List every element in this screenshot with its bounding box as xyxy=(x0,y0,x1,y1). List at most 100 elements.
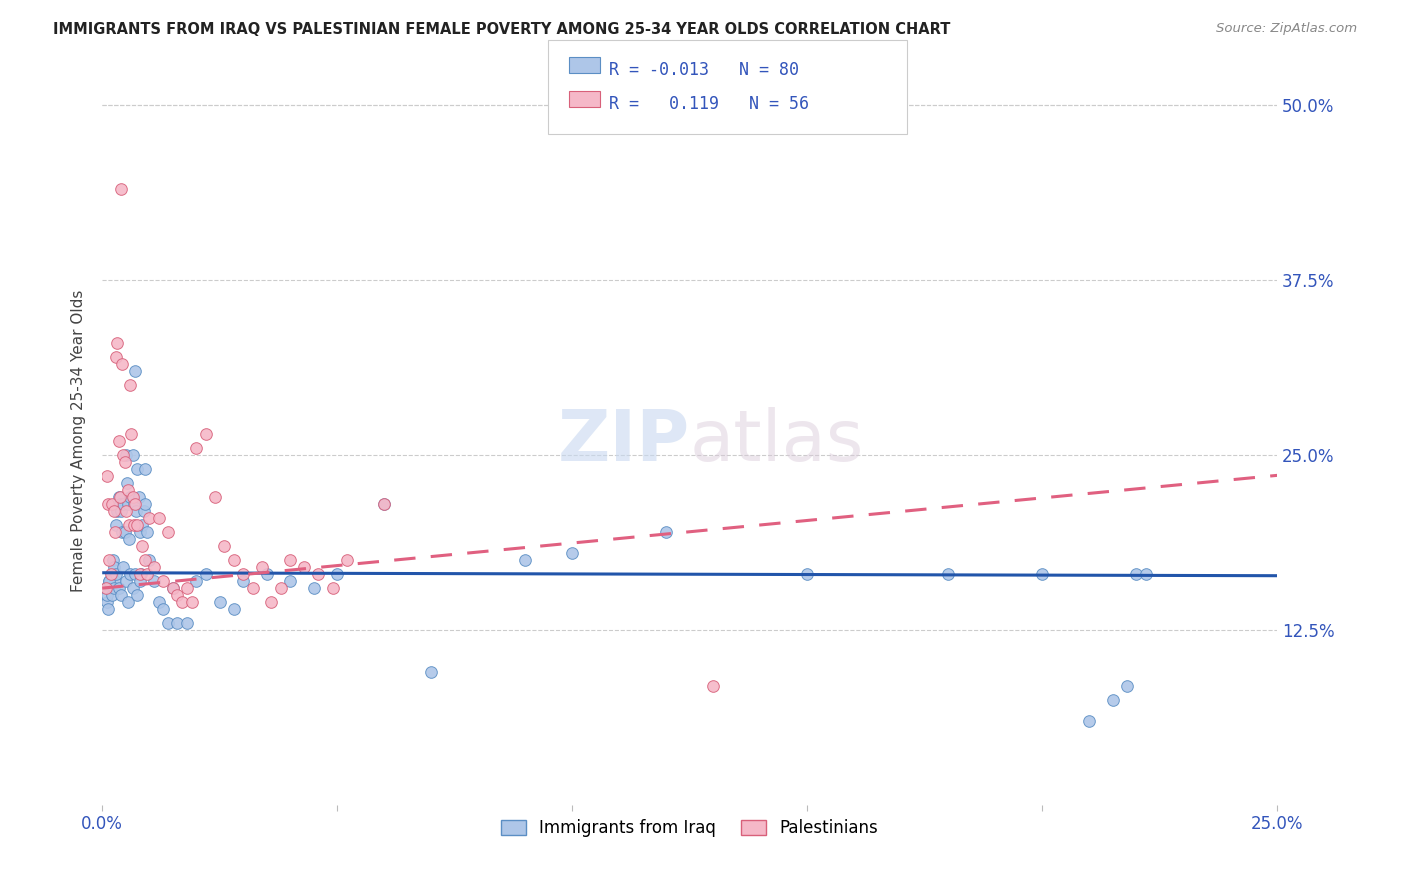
Point xyxy=(194,567,217,582)
Point xyxy=(166,616,188,631)
Text: ZIP: ZIP xyxy=(558,407,690,475)
Point xyxy=(100,567,122,582)
Point xyxy=(186,574,208,589)
Point xyxy=(117,497,139,511)
Point xyxy=(122,497,145,511)
Text: atlas: atlas xyxy=(690,407,865,475)
Point xyxy=(134,462,156,476)
Point xyxy=(118,532,141,546)
Point xyxy=(152,574,174,589)
Point xyxy=(96,469,118,483)
Point xyxy=(148,595,170,609)
Point xyxy=(1135,567,1157,582)
Point xyxy=(124,567,146,582)
Point xyxy=(127,462,149,476)
Point xyxy=(111,525,134,540)
Point xyxy=(127,588,149,602)
Point xyxy=(110,504,132,518)
Point xyxy=(242,581,264,595)
Point xyxy=(103,504,125,518)
Point xyxy=(94,581,117,595)
Point xyxy=(162,581,184,595)
Point xyxy=(156,525,179,540)
Point xyxy=(112,560,135,574)
Point xyxy=(105,351,128,365)
Point xyxy=(103,560,125,574)
Point xyxy=(121,581,143,595)
Point xyxy=(103,581,125,595)
Point xyxy=(108,490,131,504)
Point xyxy=(307,567,329,582)
Point xyxy=(112,497,135,511)
Point xyxy=(125,504,148,518)
Point xyxy=(117,595,139,609)
Point xyxy=(120,427,142,442)
Point xyxy=(121,448,143,462)
Point xyxy=(118,518,141,533)
Point xyxy=(120,378,142,392)
Point xyxy=(131,518,153,533)
Point xyxy=(100,588,122,602)
Point xyxy=(96,588,118,602)
Point xyxy=(222,553,245,567)
Point xyxy=(1115,679,1137,693)
Point xyxy=(107,581,129,595)
Point xyxy=(114,574,136,589)
Point xyxy=(127,518,149,533)
Point xyxy=(270,581,292,595)
Point xyxy=(138,511,160,525)
Point xyxy=(100,567,122,582)
Point xyxy=(134,553,156,567)
Point xyxy=(796,567,818,582)
Point xyxy=(1031,567,1053,582)
Text: Source: ZipAtlas.com: Source: ZipAtlas.com xyxy=(1216,22,1357,36)
Point xyxy=(110,588,132,602)
Point xyxy=(166,588,188,602)
Point xyxy=(142,574,165,589)
Point xyxy=(104,525,127,540)
Point xyxy=(292,560,315,574)
Y-axis label: Female Poverty Among 25-34 Year Olds: Female Poverty Among 25-34 Year Olds xyxy=(72,290,86,592)
Point xyxy=(135,567,157,582)
Point xyxy=(97,602,120,616)
Point xyxy=(117,483,139,498)
Point xyxy=(208,595,231,609)
Point xyxy=(156,616,179,631)
Point xyxy=(1125,567,1147,582)
Point xyxy=(131,539,153,553)
Point xyxy=(128,567,150,582)
Point xyxy=(561,546,583,560)
Point xyxy=(176,581,198,595)
Point xyxy=(336,553,359,567)
Point xyxy=(94,581,117,595)
Point xyxy=(100,581,122,595)
Point xyxy=(702,679,724,693)
Point xyxy=(101,553,124,567)
Point xyxy=(132,504,155,518)
Point xyxy=(121,490,143,504)
Point xyxy=(936,567,959,582)
Point xyxy=(222,602,245,616)
Point xyxy=(373,497,395,511)
Point xyxy=(100,497,122,511)
Point xyxy=(105,336,128,351)
Point xyxy=(112,448,135,462)
Legend: Immigrants from Iraq, Palestinians: Immigrants from Iraq, Palestinians xyxy=(495,813,884,844)
Point xyxy=(1101,693,1123,707)
Point xyxy=(134,497,156,511)
Point xyxy=(302,581,325,595)
Point xyxy=(97,497,120,511)
Point xyxy=(114,525,136,540)
Point xyxy=(278,553,301,567)
Point xyxy=(114,448,136,462)
Point xyxy=(128,525,150,540)
Point xyxy=(138,553,160,567)
Point xyxy=(326,567,349,582)
Point xyxy=(232,567,254,582)
Point xyxy=(180,595,202,609)
Text: R = -0.013   N = 80: R = -0.013 N = 80 xyxy=(609,61,799,78)
Point xyxy=(172,595,194,609)
Point xyxy=(142,560,165,574)
Point xyxy=(655,525,678,540)
Point xyxy=(108,497,131,511)
